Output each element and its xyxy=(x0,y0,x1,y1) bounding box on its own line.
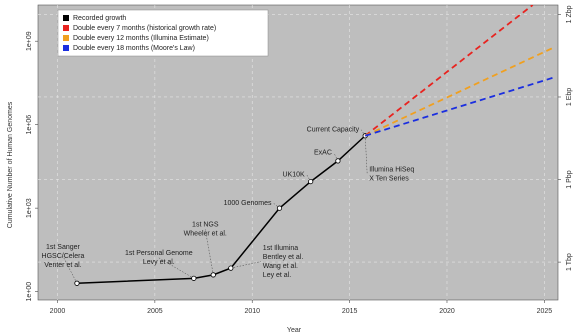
annotation: UK10K xyxy=(282,171,305,178)
annotation: HGSC/Celera xyxy=(42,253,85,260)
series-line xyxy=(364,76,555,137)
series-line xyxy=(76,135,366,284)
annotation: Levy et al. xyxy=(143,259,175,266)
legend-label: Recorded growth xyxy=(73,15,126,22)
annotation: 1st Illumina xyxy=(263,245,299,252)
x-tick-label: 2005 xyxy=(147,308,163,315)
annotation-leader xyxy=(62,256,78,284)
y-tick-label: 1e+03 xyxy=(26,198,33,218)
annotation-leader xyxy=(158,257,194,279)
point xyxy=(276,205,283,211)
annotation: Ley et al. xyxy=(263,272,291,279)
y-tick-label: 1e+06 xyxy=(26,115,33,135)
legend-label: Double every 7 months (historical growth… xyxy=(73,25,216,32)
annotation: ExAC xyxy=(314,150,332,157)
series-line xyxy=(364,46,555,137)
y-tick-label: 1e+00 xyxy=(26,282,33,302)
legend-swatch xyxy=(63,35,69,41)
point xyxy=(308,178,314,185)
annotation: Illumina HiSeq xyxy=(369,167,414,174)
annotation: Venter et al. xyxy=(44,262,81,269)
annotation: Bentley et al. xyxy=(263,254,304,261)
annotation: 1st NGS xyxy=(192,222,219,229)
point xyxy=(191,275,197,281)
y2-tick-label: 1 Zbp xyxy=(566,5,573,23)
y-axis-title: Cumulative Number of Human Genomes xyxy=(7,101,14,228)
x-tick-label: 2010 xyxy=(244,308,260,315)
annotation-leader xyxy=(364,135,368,175)
series-line xyxy=(364,5,534,137)
legend-swatch xyxy=(63,45,69,51)
legend-box xyxy=(57,9,269,57)
point xyxy=(210,272,216,278)
point xyxy=(335,158,341,164)
y2-tick-label: 1 Tbp xyxy=(566,253,573,271)
x-axis-title: Year xyxy=(287,327,302,334)
legend-label: Double every 18 months (Moore's Law) xyxy=(73,45,195,52)
annotation-leader xyxy=(230,261,261,269)
point xyxy=(74,280,80,286)
annotation: X Ten Series xyxy=(369,176,409,183)
annotation: 1000 Genomes xyxy=(224,200,272,207)
annotation: 1st Sanger xyxy=(46,244,81,251)
y-tick-label: 1e+09 xyxy=(26,31,33,51)
y2-tick-label: 1 Ebp xyxy=(566,88,573,106)
annotation: Wheeler et al. xyxy=(184,231,227,238)
x-tick-label: 2000 xyxy=(50,308,66,315)
x-tick-label: 2025 xyxy=(537,308,553,315)
legend-label: Double every 12 months (Illumina Estimat… xyxy=(73,35,209,42)
point xyxy=(228,265,234,271)
y2-tick-label: 1 Pbp xyxy=(566,170,573,188)
annotation: 1st Personal Genome xyxy=(125,250,193,257)
legend-swatch xyxy=(63,15,69,21)
annotation: Current Capacity xyxy=(307,127,360,134)
x-tick-label: 2015 xyxy=(342,308,358,315)
x-tick-label: 2020 xyxy=(439,308,455,315)
legend-swatch xyxy=(63,25,69,31)
annotation: Wang et al. xyxy=(263,263,298,270)
